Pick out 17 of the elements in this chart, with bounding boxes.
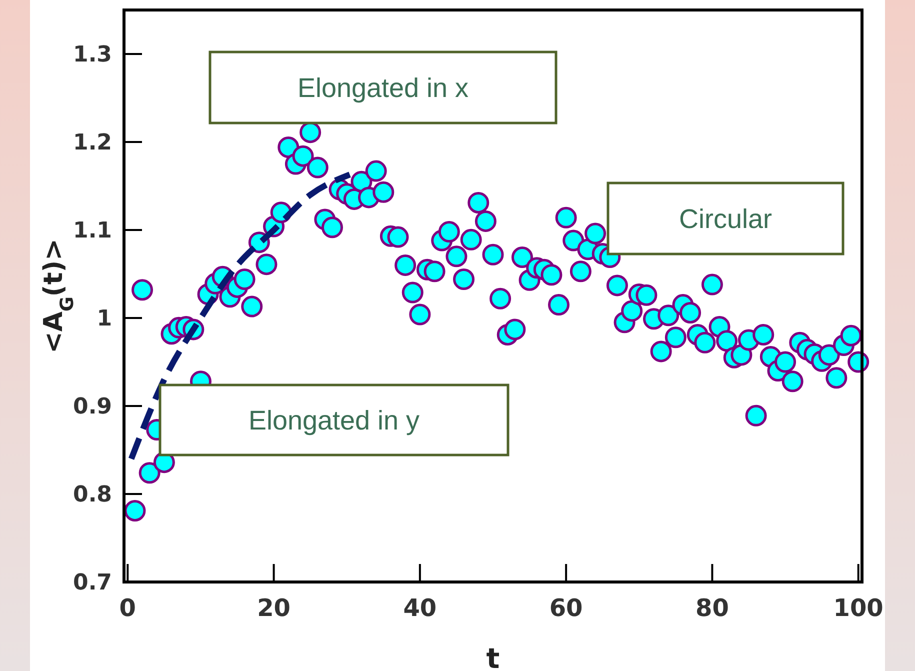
x-tick-label: 60 [549,594,583,622]
y-tick-label: 0.7 [73,570,112,596]
y-tick-label: 1.3 [73,42,112,68]
x-tick-label: 0 [119,594,136,622]
y-tick-label: 1.1 [73,218,112,244]
x-tick-label: 100 [833,594,884,622]
annotation: Circular [678,204,772,234]
x-axis-title: t [486,642,500,671]
annotation: Elongated in y [248,405,420,436]
y-tick-label: 1.2 [73,130,112,156]
y-tick-label: 0.8 [73,482,112,508]
x-tick-label: 20 [257,594,290,622]
annotation: Elongated in x [297,72,470,103]
x-tick-label: 80 [696,594,729,622]
x-tick-label: 40 [403,594,437,622]
y-tick-label: 0.9 [73,394,112,420]
y-tick-label: 1 [96,306,112,332]
